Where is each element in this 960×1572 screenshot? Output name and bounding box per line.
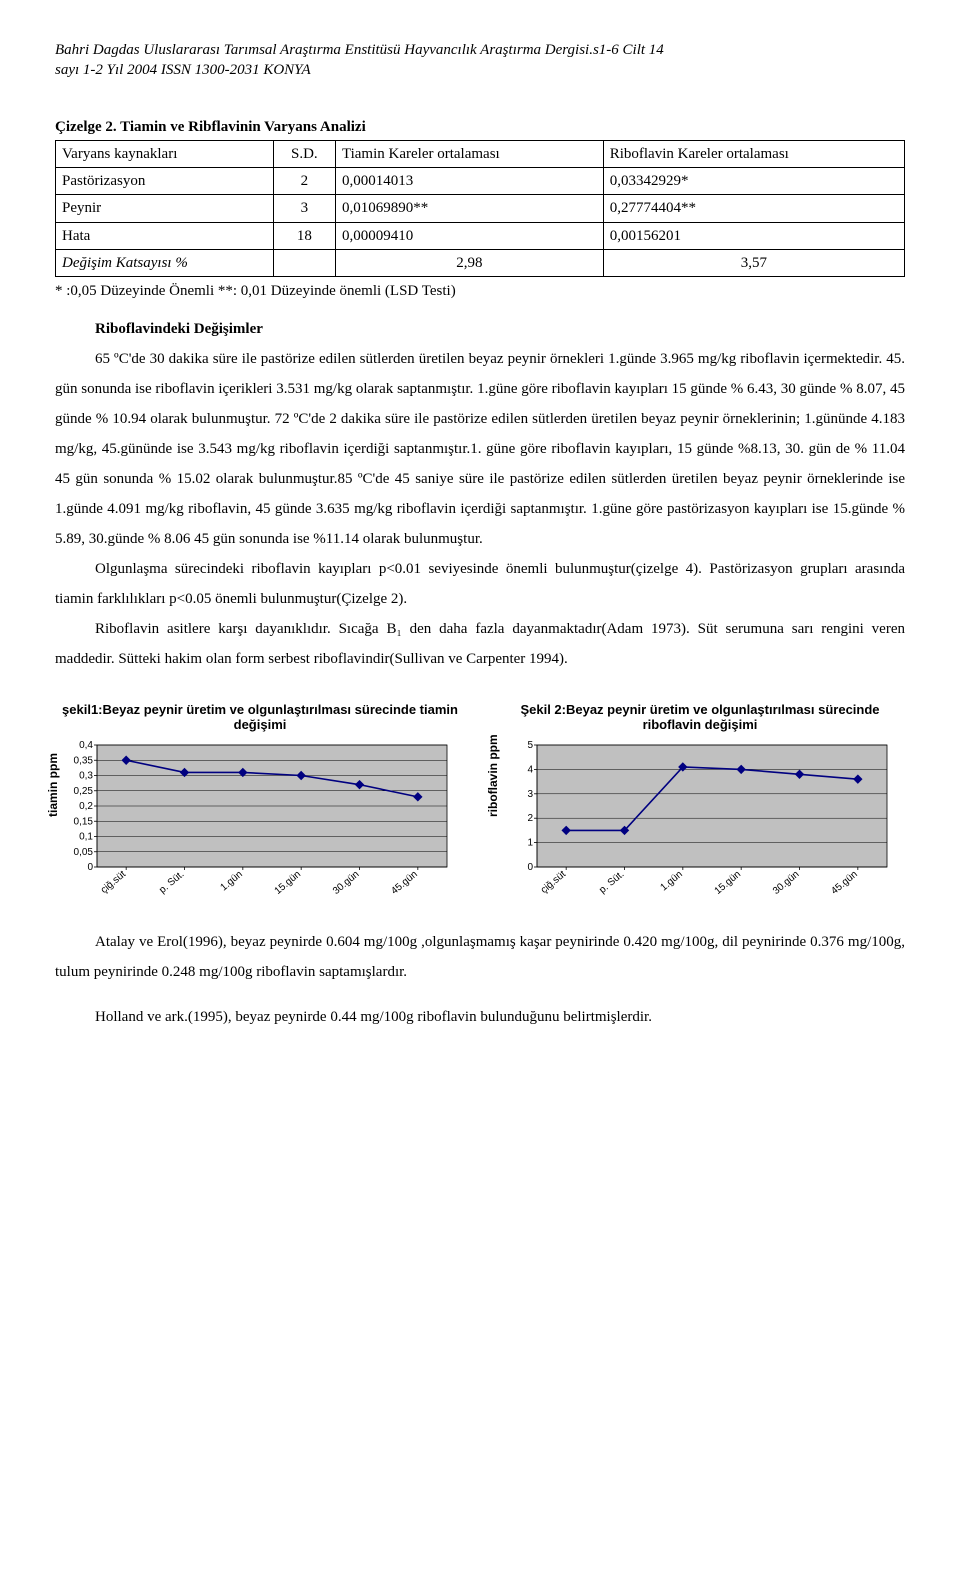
paragraph-1: 65 ºC'de 30 dakika süre ile pastörize ed…	[55, 344, 905, 554]
svg-text:p. Süt.: p. Süt.	[597, 869, 626, 896]
charts-container: tiamin ppm şekil1:Beyaz peynir üretim ve…	[55, 702, 905, 909]
table-row: Pastörizasyon 2 0,00014013 0,03342929*	[56, 168, 905, 195]
table-footer-row: Değişim Katsayısı % 2,98 3,57	[56, 249, 905, 276]
th-riboflavin: Riboflavin Kareler ortalaması	[603, 140, 904, 167]
table-footnote: * :0,05 Düzeyinde Önemli **: 0,01 Düzeyi…	[55, 281, 905, 301]
journal-header: Bahri Dagdas Uluslararası Tarımsal Araşt…	[55, 40, 905, 81]
svg-text:0,3: 0,3	[79, 770, 93, 781]
svg-text:15.gün: 15.gün	[713, 869, 744, 897]
svg-text:çiğ.süt: çiğ.süt	[99, 868, 128, 895]
svg-text:0,2: 0,2	[79, 801, 93, 812]
table-row: Hata 18 0,00009410 0,00156201	[56, 222, 905, 249]
paragraph-2: Olgunlaşma sürecindeki riboflavin kayıpl…	[55, 554, 905, 614]
header-line1: Bahri Dagdas Uluslararası Tarımsal Araşt…	[55, 42, 664, 58]
svg-text:3: 3	[527, 788, 533, 799]
chart2-ylabel: riboflavin ppm	[485, 734, 501, 817]
anova-table: Varyans kaynakları S.D. Tiamin Kareler o…	[55, 140, 905, 277]
svg-text:45.gün: 45.gün	[389, 869, 420, 897]
svg-text:5: 5	[527, 740, 533, 751]
footer-paragraph-2: Holland ve ark.(1995), beyaz peynirde 0.…	[55, 1002, 905, 1032]
svg-text:0: 0	[87, 862, 93, 873]
svg-text:1.gün: 1.gün	[659, 869, 685, 894]
svg-text:1: 1	[527, 837, 533, 848]
svg-text:30.gün: 30.gün	[331, 869, 362, 897]
chart1-title: şekil1:Beyaz peynir üretim ve olgunlaştı…	[55, 702, 465, 733]
svg-text:0,25: 0,25	[74, 785, 94, 796]
svg-text:1.gün: 1.gün	[219, 869, 245, 894]
svg-text:çiğ.süt: çiğ.süt	[539, 868, 568, 895]
chart1-ylabel: tiamin ppm	[45, 752, 61, 816]
svg-text:30.gün: 30.gün	[771, 869, 802, 897]
chart2-title: Şekil 2:Beyaz peynir üretim ve olgunlaşt…	[495, 702, 905, 733]
svg-text:0,1: 0,1	[79, 831, 93, 842]
th-tiamin: Tiamin Kareler ortalaması	[335, 140, 603, 167]
chart-1: tiamin ppm şekil1:Beyaz peynir üretim ve…	[55, 702, 465, 909]
th-source: Varyans kaynakları	[56, 140, 274, 167]
chart1-svg: 0 0,05 0,1 0,15 0,2 0,25 0,3 0,35 0,4 çiğ.süt p. S…	[55, 739, 455, 909]
svg-text:0,35: 0,35	[74, 755, 94, 766]
chart2-svg: 0 1 2 3 4 5 çiğ.süt p. Süt. 1.gün 15.gün 30.gün 45.…	[495, 739, 895, 909]
sub-heading: Riboflavindeki Değişimler	[95, 319, 905, 339]
svg-text:45.gün: 45.gün	[829, 869, 860, 897]
svg-text:p. Süt.: p. Süt.	[157, 869, 186, 896]
table-header-row: Varyans kaynakları S.D. Tiamin Kareler o…	[56, 140, 905, 167]
footer-paragraph-1: Atalay ve Erol(1996), beyaz peynirde 0.6…	[55, 927, 905, 987]
header-line2: sayı 1-2 Yıl 2004 ISSN 1300-2031 KONYA	[55, 62, 311, 78]
svg-text:15.gün: 15.gün	[273, 869, 304, 897]
svg-text:4: 4	[527, 764, 533, 775]
svg-text:0: 0	[527, 862, 533, 873]
svg-text:0,05: 0,05	[74, 846, 94, 857]
svg-text:0,4: 0,4	[79, 740, 93, 751]
paragraph-3: Riboflavin asitlere karşı dayanıklıdır. …	[55, 614, 905, 674]
chart-2: riboflavin ppm Şekil 2:Beyaz peynir üret…	[495, 702, 905, 909]
svg-text:2: 2	[527, 813, 533, 824]
table-caption: Çizelge 2. Tiamin ve Ribflavinin Varyans…	[55, 117, 905, 137]
table-row: Peynir 3 0,01069890** 0,27774404**	[56, 195, 905, 222]
svg-text:0,15: 0,15	[74, 816, 94, 827]
th-sd: S.D.	[273, 140, 335, 167]
